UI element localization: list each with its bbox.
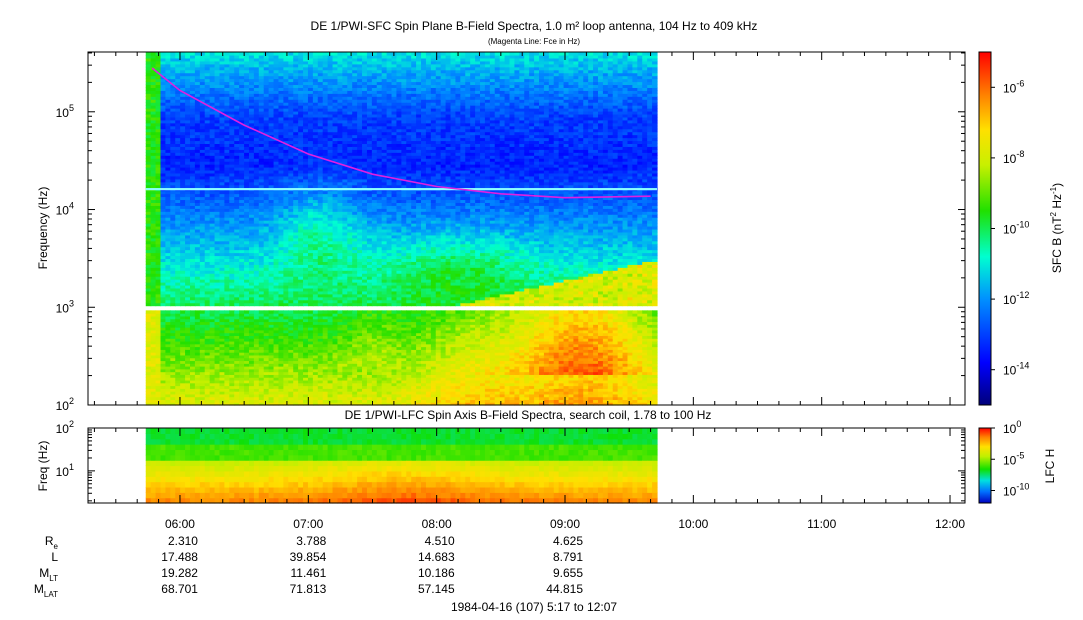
ephemeris-row-label: MLT: [39, 566, 58, 583]
lfc-panel: 102 101 Freq (Hz): [36, 419, 966, 504]
time-tick-label: 06:00: [165, 517, 195, 531]
lfc-title: DE 1/PWI-LFC Spin Axis B-Field Spectra, …: [345, 408, 712, 422]
ephemeris-row-label: MLAT: [34, 582, 58, 599]
ephemeris-value: 57.145: [418, 582, 455, 596]
time-tick-label: 10:00: [678, 517, 708, 531]
lfc-y-ticks: 102 101: [56, 419, 965, 502]
ephemeris-table: Re 2.310 3.788 4.510 4.625 L 17.488 39.854 14.68…: [34, 534, 583, 599]
lfc-plot-frame: [87, 427, 966, 504]
ephemeris-value: 71.813: [290, 582, 327, 596]
lfc-colorbar-tick-label: 10-10: [1003, 482, 1029, 499]
lfc-colorbar-tick-label: 10-5: [1003, 450, 1024, 467]
sfc-ytick-label: 103: [56, 298, 74, 315]
ephemeris-value: 68.701: [161, 582, 198, 596]
lfc-ytick-label: 102: [56, 419, 74, 436]
lfc-colorbar-bar: [978, 427, 992, 504]
sfc-y-ticks: 102 103 104 105: [56, 52, 965, 413]
lfc-colorbar-tick-label: 100: [1003, 419, 1021, 436]
sfc-colorbar-ticks: 10-6 10-8 10-10 10-12 10-14: [991, 78, 1029, 378]
sfc-colorbar-tick-label: 10-8: [1003, 149, 1024, 166]
ephemeris-value: 2.310: [168, 534, 198, 548]
sfc-spectrogram: [145, 52, 658, 406]
sfc-ytick-label: 102: [56, 396, 74, 413]
sfc-colorbar-tick-label: 10-12: [1003, 290, 1029, 307]
time-tick-labels: 06:00 07:00 08:00 09:00 10:00 11:00 12:00: [165, 517, 965, 531]
lfc-spectrogram: [145, 428, 658, 504]
ephemeris-value: 39.854: [290, 550, 327, 564]
ephemeris-value: 10.186: [418, 566, 455, 580]
sfc-ytick-label: 104: [56, 201, 74, 218]
footer-date-range: 1984-04-16 (107) 5:17 to 12:07: [451, 600, 617, 614]
sfc-colorbar-tick-label: 10-6: [1003, 78, 1024, 95]
lfc-colorbar-label: LFC H: [1043, 449, 1057, 484]
ephemeris-value: 44.815: [546, 582, 583, 596]
sfc-colorbar-bar: [978, 51, 992, 406]
sfc-subtitle: (Magenta Line: Fce in Hz): [488, 37, 580, 46]
sfc-ylabel: Frequency (Hz): [36, 187, 50, 270]
lfc-ytick-label: 101: [56, 462, 74, 479]
ephemeris-value: 11.461: [291, 566, 327, 580]
sfc-colorbar-tick-label: 10-10: [1003, 220, 1029, 237]
ephemeris-value: 14.683: [418, 550, 455, 564]
time-tick-label: 07:00: [293, 517, 323, 531]
lfc-colorbar-ticks: 100 10-5 10-10: [991, 419, 1029, 499]
ephemeris-value: 4.625: [553, 534, 583, 548]
sfc-plot-frame: [87, 51, 966, 406]
sfc-colorbar: 10-6 10-8 10-10 10-12 10-14 SFC B (nT2 Hz-1): [978, 51, 1064, 406]
sfc-panel: 102 103 104 105 Frequency (Hz): [36, 51, 966, 413]
ephemeris-value: 8.791: [553, 550, 583, 564]
ephemeris-value: 4.510: [425, 534, 455, 548]
ephemeris-value: 19.282: [161, 566, 198, 580]
sfc-ytick-label: 105: [56, 103, 74, 120]
ephemeris-row-label: Re: [45, 534, 59, 551]
sfc-colorbar-tick-label: 10-14: [1003, 361, 1029, 378]
sfc-title: DE 1/PWI-SFC Spin Plane B-Field Spectra,…: [311, 19, 758, 33]
ephemeris-value: 17.488: [161, 550, 198, 564]
time-tick-label: 08:00: [422, 517, 452, 531]
time-tick-label: 11:00: [807, 517, 836, 531]
sfc-colorbar-label: SFC B (nT2 Hz-1): [1049, 183, 1064, 273]
lfc-x-ticks: [93, 428, 951, 503]
fce-line: [151, 67, 651, 199]
lfc-colorbar: 100 10-5 10-10 LFC H: [978, 419, 1057, 504]
time-tick-label: 12:00: [935, 517, 965, 531]
ephemeris-value: 9.655: [553, 566, 583, 580]
ephemeris-value: 3.788: [296, 534, 326, 548]
ephemeris-row-label: L: [51, 550, 58, 564]
time-tick-label: 09:00: [550, 517, 580, 531]
sfc-x-ticks: [93, 52, 951, 405]
lfc-ylabel: Freq (Hz): [36, 441, 50, 492]
